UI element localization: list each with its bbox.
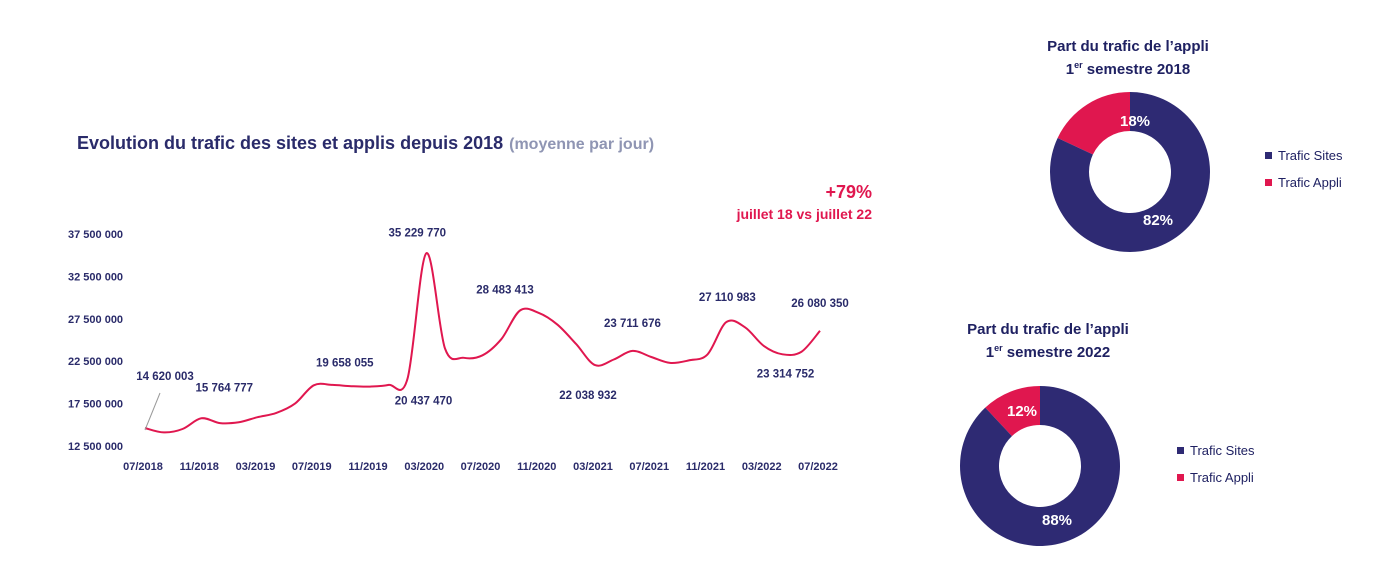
legend-swatch-appli — [1265, 178, 1272, 186]
legend-swatch-sites — [1177, 446, 1184, 454]
growth-value: +79% — [825, 182, 872, 202]
donut-2018-title-line2: 1er semestre 2018 — [998, 56, 1258, 79]
donut-2022-title-line1: Part du trafic de l’appli — [967, 321, 1129, 338]
legend-item-sites: Trafic Sites — [1177, 442, 1255, 458]
data-label: 19 658 055 — [316, 357, 374, 369]
line-chart-subtitle: (moyenne par jour) — [509, 136, 655, 153]
data-label: 22 038 932 — [559, 390, 617, 402]
donut-slice-sites — [960, 386, 1120, 546]
legend-label-appli: Trafic Appli — [1278, 174, 1342, 190]
y-axis-ticks: 37 500 000 32 500 000 27 500 000 22 500 000… — [68, 229, 123, 453]
legend-swatch-sites — [1265, 151, 1272, 159]
donut-2018-title-rest: semestre 2018 — [1082, 61, 1191, 78]
x-tick-label: 07/2021 — [629, 461, 669, 473]
donut-2018-title-num: 1 — [1065, 61, 1075, 78]
donut-2018-sites-pct: 82% — [1143, 212, 1173, 229]
traffic-series-line — [144, 252, 821, 434]
legend-label-sites: Trafic Sites — [1190, 442, 1255, 458]
donut-2018-appli-pct: 18% — [1120, 113, 1150, 130]
first-point-leader-line — [144, 392, 161, 431]
data-label: 23 314 752 — [757, 368, 815, 380]
x-tick-label: 07/2022 — [798, 461, 838, 473]
donut-2018-title: Part du trafic de l’appli 1er semestre 2… — [998, 38, 1258, 79]
x-tick-label: 03/2020 — [404, 461, 444, 473]
x-tick-label: 11/2018 — [180, 461, 219, 473]
donut-2018-legend: Trafic Sites Trafic Appli — [1265, 148, 1343, 202]
donut-2022-title-num: 1 — [985, 344, 995, 361]
data-label: 15 764 777 — [196, 382, 254, 394]
donut-slice-appli — [1057, 92, 1130, 155]
line-chart-title-text: Evolution du trafic des sites et applis … — [77, 133, 504, 153]
y-tick-label: 32 500 000 — [68, 271, 123, 283]
donut-2018-slices — [1050, 92, 1210, 252]
donut-2022-slices — [960, 386, 1120, 546]
data-label: 20 437 470 — [395, 396, 453, 408]
data-label: 28 483 413 — [476, 285, 534, 297]
legend-item-sites: Trafic Sites — [1265, 147, 1343, 163]
donut-slice-appli — [985, 386, 1040, 437]
x-tick-label: 07/2020 — [461, 461, 501, 473]
y-tick-label: 37 500 000 — [68, 229, 123, 241]
donut-2022-sites-pct: 88% — [1042, 512, 1072, 529]
x-tick-label: 11/2019 — [348, 461, 387, 473]
y-tick-label: 17 500 000 — [68, 399, 123, 411]
donut-2022-appli-pct: 12% — [1007, 403, 1037, 420]
data-label: 26 080 350 — [791, 298, 849, 310]
x-tick-label: 03/2022 — [742, 461, 782, 473]
legend-swatch-appli — [1177, 473, 1184, 481]
line-chart: 37 500 000 32 500 000 27 500 000 22 500 000… — [68, 227, 849, 473]
data-label: 14 620 003 — [136, 371, 194, 383]
donut-2022-title-rest: semestre 2022 — [1002, 344, 1111, 361]
x-tick-label: 07/2019 — [292, 461, 332, 473]
x-tick-label: 07/2018 — [123, 461, 163, 473]
growth-caption: juillet 18 vs juillet 22 — [736, 206, 872, 222]
y-tick-label: 27 500 000 — [68, 314, 123, 326]
data-label: 27 110 983 — [699, 292, 756, 304]
x-tick-label: 11/2020 — [517, 461, 556, 473]
y-tick-label: 22 500 000 — [68, 356, 123, 368]
legend-item-appli: Trafic Appli — [1177, 469, 1255, 485]
y-tick-label: 12 500 000 — [68, 441, 123, 453]
donut-slice-sites — [1050, 92, 1210, 252]
x-tick-label: 03/2021 — [573, 461, 613, 473]
donut-2018-title-line1: Part du trafic de l’appli — [1047, 38, 1209, 55]
x-tick-label: 03/2019 — [236, 461, 276, 473]
x-axis-ticks: 07/2018 11/2018 03/2019 07/2019 11/2019 03/20… — [123, 461, 838, 473]
donut-2022: 12% 88% — [960, 386, 1120, 546]
donut-2022-legend: Trafic Sites Trafic Appli — [1177, 443, 1255, 497]
x-tick-label: 11/2021 — [686, 461, 725, 473]
donut-2018-title-sup: er — [1074, 60, 1083, 70]
donut-2022-title-line2: 1er semestre 2022 — [918, 339, 1178, 362]
legend-label-appli: Trafic Appli — [1190, 469, 1254, 485]
legend-label-sites: Trafic Sites — [1278, 147, 1343, 163]
line-chart-title: Evolution du trafic des sites et applis … — [77, 133, 654, 154]
data-label: 35 229 770 — [389, 227, 447, 239]
growth-callout: +79% juillet 18 vs juillet 22 — [650, 182, 872, 222]
data-label: 23 711 676 — [604, 318, 661, 330]
donut-2022-title: Part du trafic de l’appli 1er semestre 2… — [918, 321, 1178, 362]
donut-2022-title-sup: er — [994, 343, 1003, 353]
donut-2018: 18% 82% — [1050, 92, 1210, 252]
legend-item-appli: Trafic Appli — [1265, 174, 1343, 190]
